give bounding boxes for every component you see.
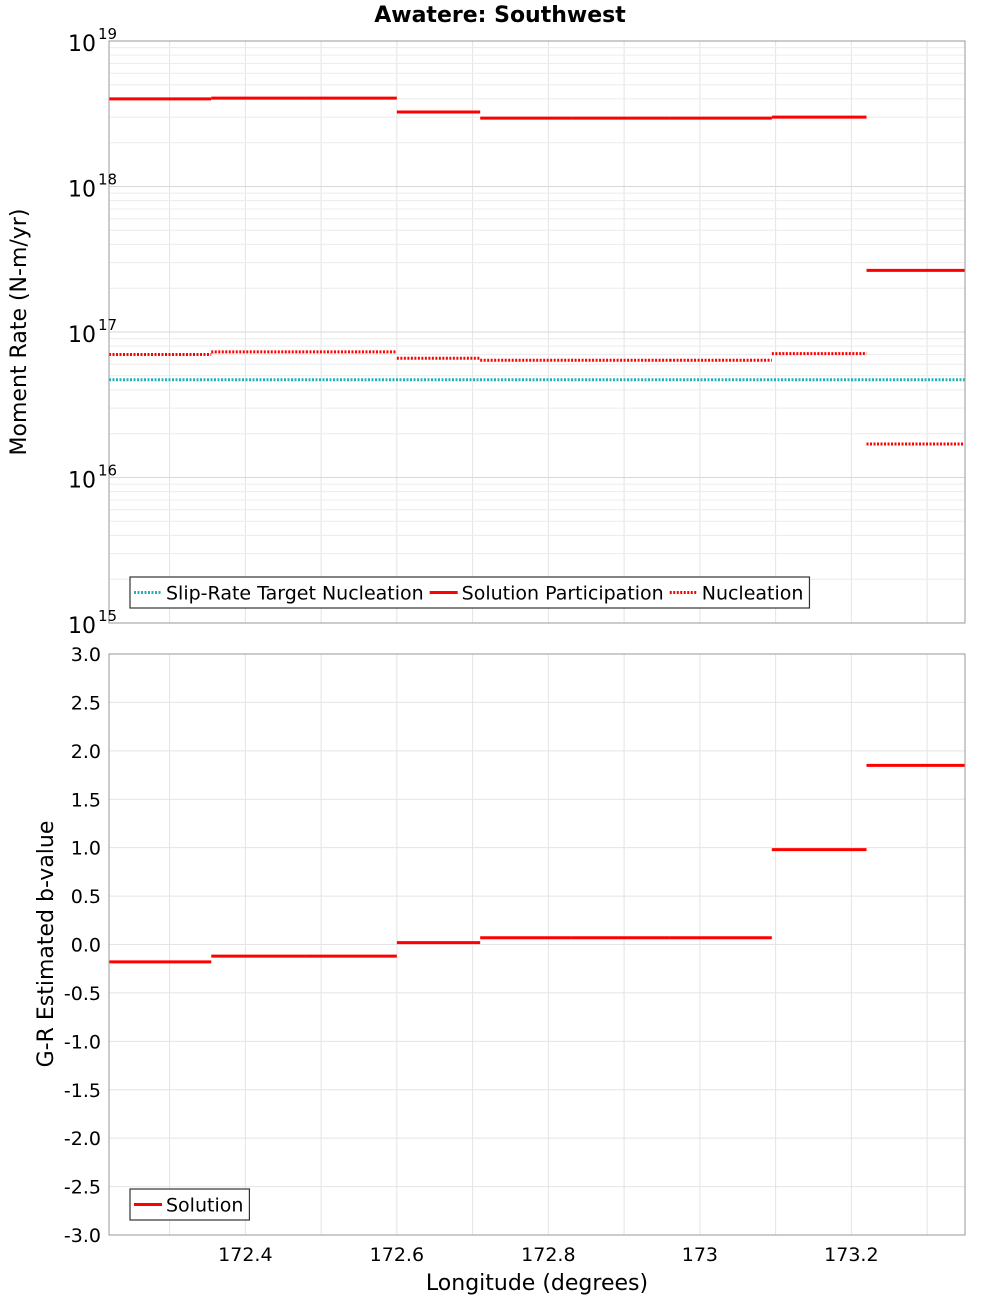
y-tick-label: 10 bbox=[68, 323, 96, 348]
moment-rate-y-axis-label: Moment Rate (N-m/yr) bbox=[7, 209, 32, 456]
y-tick-label: -3.0 bbox=[64, 1225, 101, 1247]
y-tick-label: 3.0 bbox=[71, 644, 101, 666]
moment-rate-series bbox=[109, 96, 965, 446]
moment-rate-legend: Slip-Rate Target Nucleation Solution Part… bbox=[129, 576, 811, 609]
b-value-y-axis-label: G-R Estimated b-value bbox=[34, 821, 59, 1068]
y-tick-label: -2.5 bbox=[64, 1177, 101, 1199]
y-tick-exponent: 17 bbox=[98, 316, 117, 334]
y-tick-label: 0.0 bbox=[71, 935, 101, 957]
x-axis-ticks: 172.4 172.6 172.8 173 173.2 bbox=[218, 1244, 878, 1266]
y-tick-label: -2.0 bbox=[64, 1128, 101, 1150]
y-tick-label: 1.5 bbox=[71, 789, 101, 811]
legend-label: Slip-Rate Target Nucleation bbox=[166, 583, 424, 605]
b-value-y-ticks: 3.0 2.5 2.0 1.5 1.0 0.5 0.0 -0.5 -1.0 -1.5 -2.0 -2.… bbox=[64, 644, 101, 1247]
x-tick-label: 172.4 bbox=[218, 1244, 272, 1266]
y-tick-exponent: 15 bbox=[98, 607, 117, 625]
y-tick-label: -0.5 bbox=[64, 983, 101, 1005]
y-tick-exponent: 18 bbox=[98, 171, 117, 189]
y-tick-label: 10 bbox=[68, 178, 96, 203]
y-tick-label: 1.0 bbox=[71, 838, 101, 860]
b-value-panel: 3.0 2.5 2.0 1.5 1.0 0.5 0.0 -0.5 -1.0 -1.5 -2.0 -2.… bbox=[34, 644, 966, 1247]
y-tick-label: 10 bbox=[68, 469, 96, 494]
b-value-plot-frame bbox=[108, 653, 966, 1236]
y-tick-label: -1.5 bbox=[64, 1080, 101, 1102]
b-value-legend: Solution bbox=[129, 1188, 251, 1221]
chart-title: Awatere: Southwest bbox=[374, 3, 626, 28]
moment-rate-plot-frame bbox=[108, 40, 966, 624]
x-axis-label: Longitude (degrees) bbox=[426, 1271, 648, 1296]
legend-label: Nucleation bbox=[702, 583, 804, 605]
x-tick-label: 173 bbox=[682, 1244, 718, 1266]
y-tick-label: 10 bbox=[68, 32, 96, 57]
y-tick-label: -1.0 bbox=[64, 1031, 101, 1053]
b-value-grid bbox=[109, 653, 965, 1236]
x-tick-label: 172.8 bbox=[521, 1244, 575, 1266]
y-tick-label: 0.5 bbox=[71, 886, 101, 908]
b-value-series bbox=[109, 763, 965, 964]
y-tick-label: 2.0 bbox=[71, 741, 101, 763]
y-tick-exponent: 19 bbox=[98, 25, 117, 43]
x-tick-label: 172.6 bbox=[370, 1244, 424, 1266]
y-tick-label: 10 bbox=[68, 614, 96, 639]
x-tick-label: 173.2 bbox=[824, 1244, 878, 1266]
y-tick-label: 2.5 bbox=[71, 692, 101, 714]
moment-rate-grid bbox=[109, 41, 965, 624]
y-tick-exponent: 16 bbox=[98, 462, 117, 480]
legend-label: Solution bbox=[166, 1195, 243, 1217]
legend-label: Solution Participation bbox=[462, 583, 664, 605]
